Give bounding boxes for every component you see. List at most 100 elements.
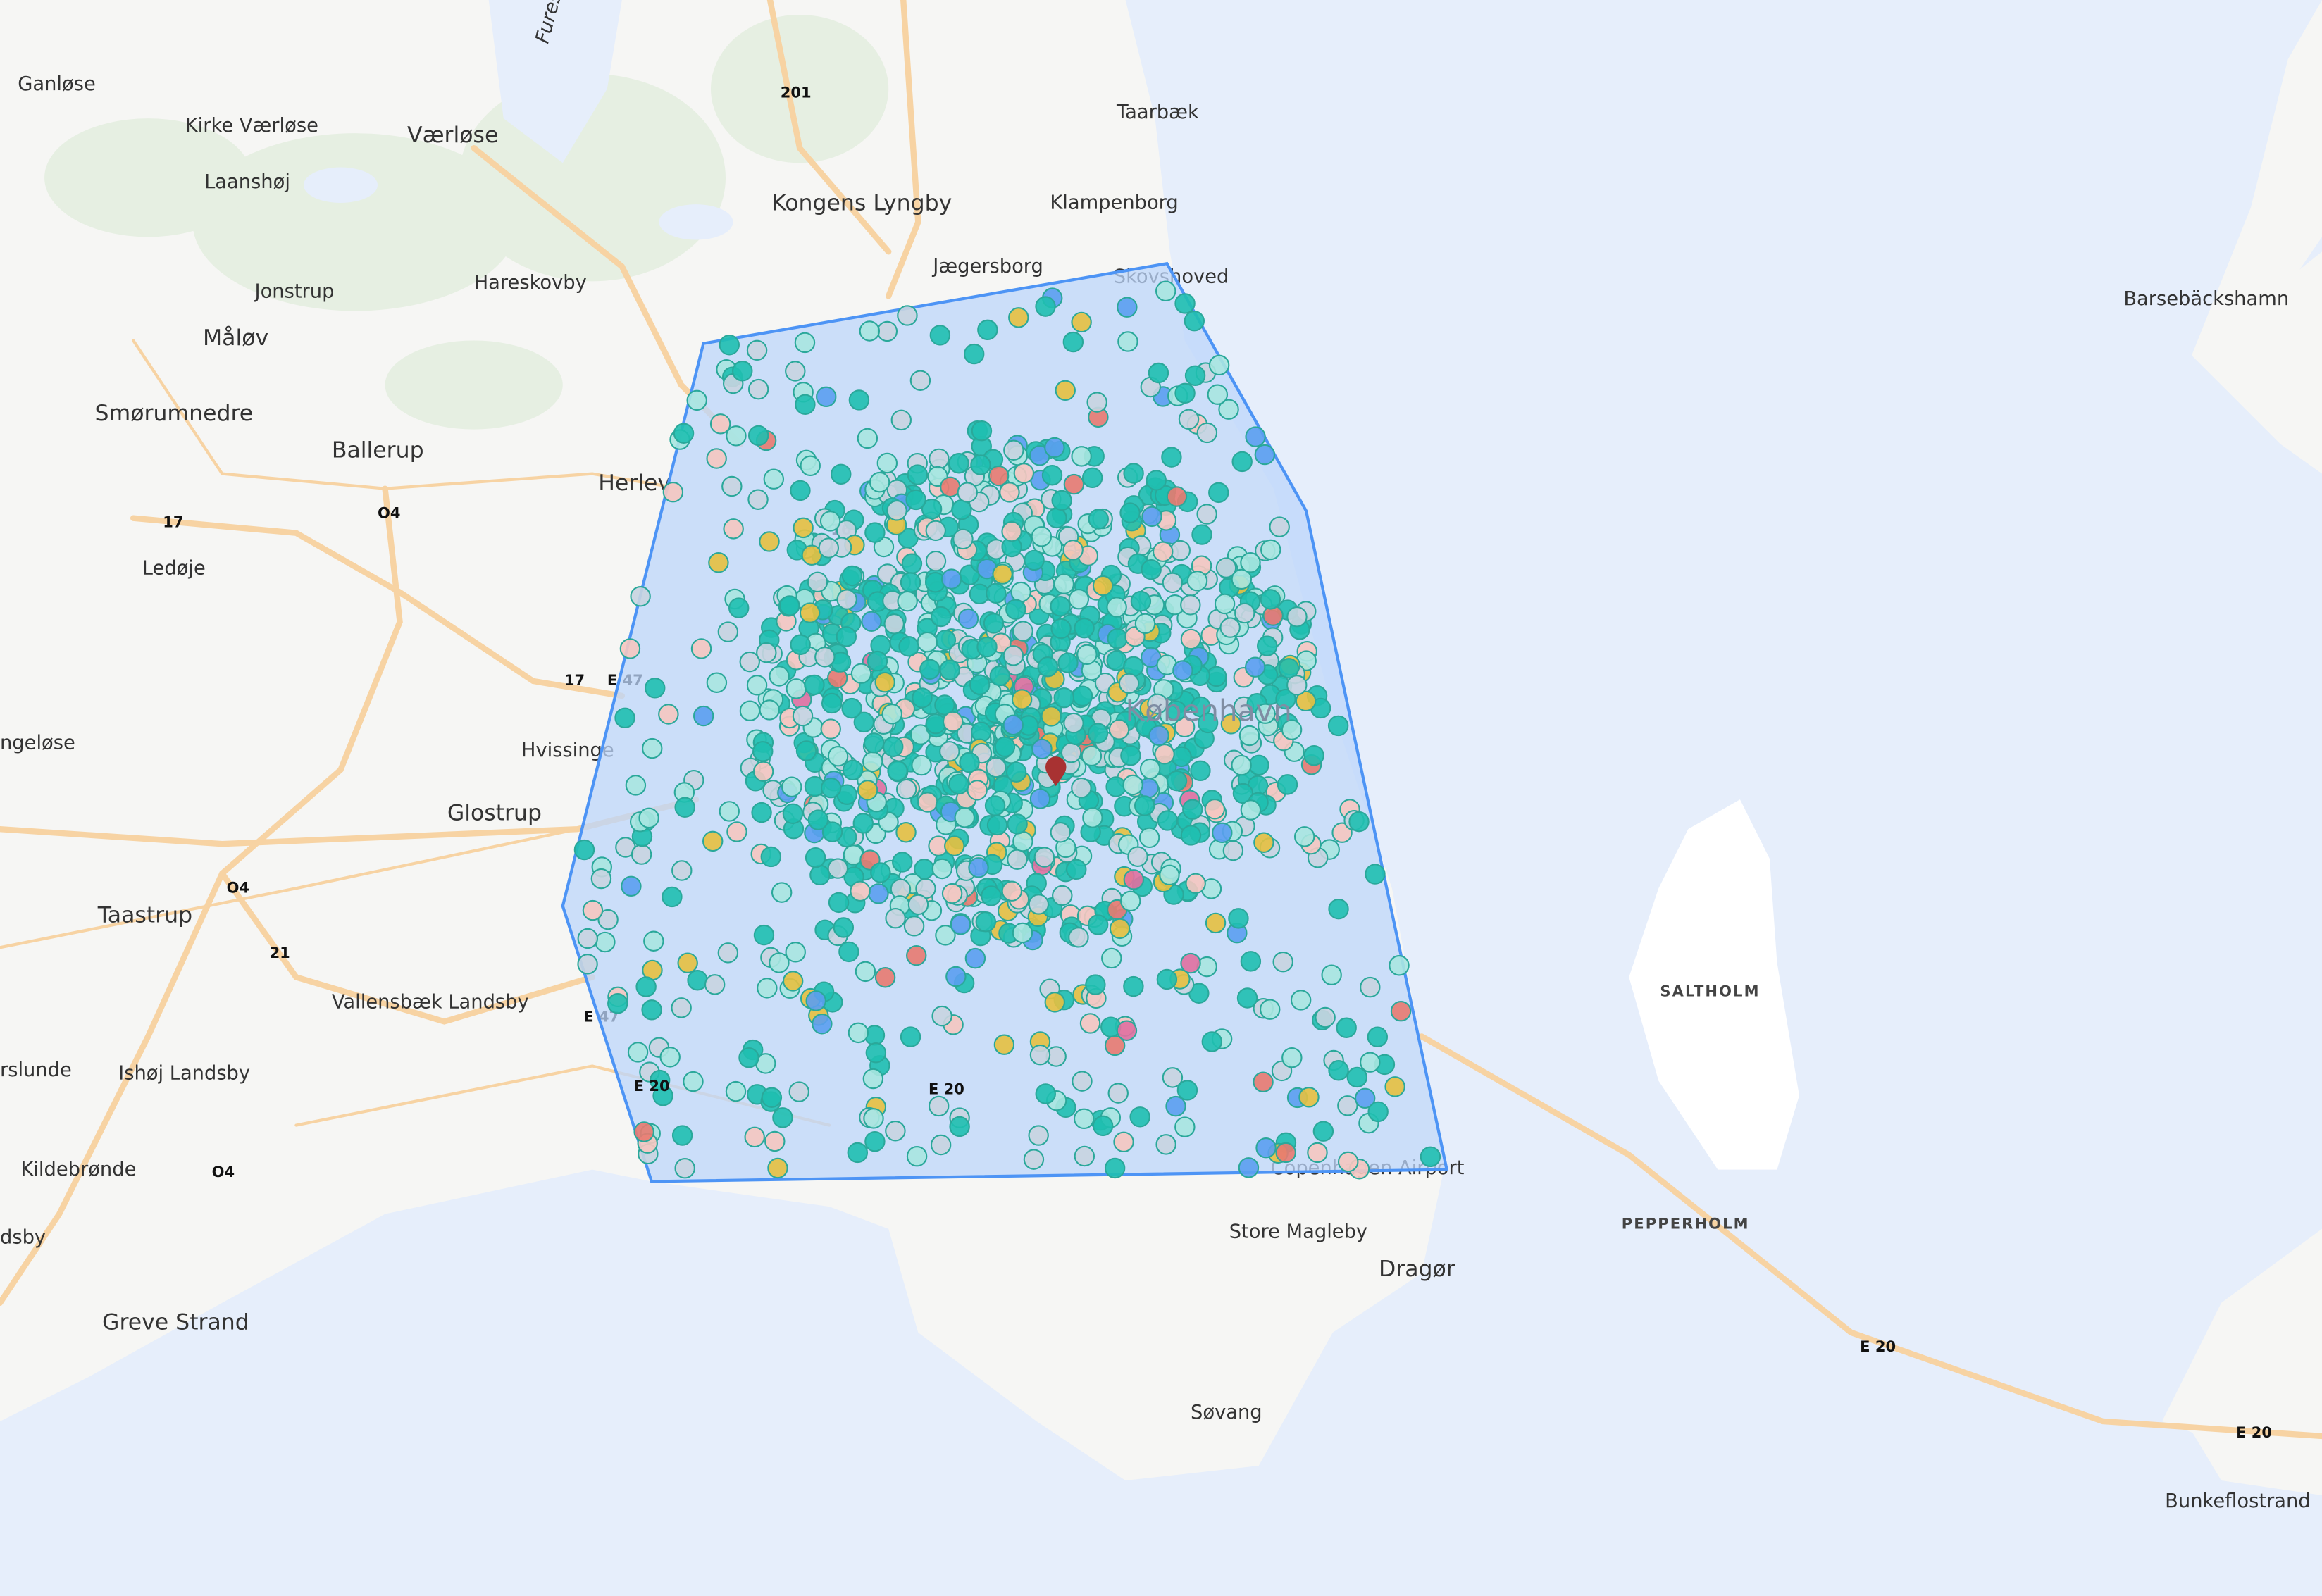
data-point[interactable]: [1253, 1071, 1274, 1092]
data-point[interactable]: [1248, 754, 1269, 776]
data-point[interactable]: [917, 792, 938, 813]
data-point[interactable]: [816, 386, 837, 408]
data-point[interactable]: [886, 500, 907, 521]
data-point[interactable]: [944, 835, 965, 856]
data-point[interactable]: [704, 974, 726, 995]
data-point[interactable]: [1174, 293, 1196, 314]
data-point[interactable]: [964, 343, 985, 365]
data-point[interactable]: [905, 489, 926, 511]
data-point[interactable]: [812, 1014, 833, 1035]
data-point[interactable]: [1174, 716, 1196, 738]
data-point[interactable]: [739, 700, 761, 721]
data-point[interactable]: [1074, 617, 1095, 639]
data-point[interactable]: [1119, 502, 1141, 523]
data-point[interactable]: [939, 659, 960, 680]
data-point[interactable]: [970, 454, 991, 475]
data-point[interactable]: [1157, 810, 1179, 831]
data-point[interactable]: [836, 626, 857, 647]
data-point[interactable]: [1390, 1000, 1412, 1022]
data-point[interactable]: [1079, 1013, 1101, 1034]
data-point[interactable]: [662, 482, 684, 503]
data-point[interactable]: [1228, 908, 1249, 929]
data-point[interactable]: [1169, 540, 1191, 561]
data-point[interactable]: [967, 780, 988, 801]
data-point[interactable]: [1389, 955, 1410, 976]
data-point[interactable]: [1254, 444, 1276, 466]
data-point[interactable]: [957, 482, 978, 503]
data-point[interactable]: [1023, 1149, 1045, 1170]
data-point[interactable]: [981, 885, 1002, 906]
data-point[interactable]: [795, 394, 816, 415]
data-point[interactable]: [756, 642, 777, 663]
data-point[interactable]: [726, 821, 747, 842]
data-point[interactable]: [1367, 1101, 1389, 1123]
data-point[interactable]: [1156, 968, 1178, 990]
data-point[interactable]: [1275, 1142, 1296, 1164]
data-point[interactable]: [1071, 311, 1092, 333]
data-point[interactable]: [1035, 296, 1056, 317]
data-point[interactable]: [1328, 1060, 1349, 1081]
data-point[interactable]: [939, 741, 960, 762]
data-point[interactable]: [1108, 719, 1130, 740]
data-point[interactable]: [1033, 847, 1055, 868]
data-point[interactable]: [1232, 783, 1254, 804]
data-point[interactable]: [977, 319, 998, 341]
data-point[interactable]: [641, 999, 662, 1021]
data-point[interactable]: [1180, 952, 1201, 974]
data-point[interactable]: [901, 553, 923, 574]
data-point[interactable]: [769, 666, 790, 687]
data-point[interactable]: [952, 528, 974, 550]
data-point[interactable]: [948, 773, 969, 795]
data-point[interactable]: [1315, 1006, 1336, 1028]
data-point[interactable]: [752, 761, 774, 783]
data-point[interactable]: [769, 952, 790, 973]
data-point[interactable]: [1012, 830, 1033, 852]
data-point[interactable]: [1196, 422, 1218, 444]
data-point[interactable]: [1001, 880, 1023, 902]
data-point[interactable]: [767, 1157, 788, 1179]
data-point[interactable]: [719, 801, 740, 822]
data-point[interactable]: [804, 674, 825, 696]
data-point[interactable]: [582, 899, 604, 921]
data-point[interactable]: [1050, 618, 1072, 640]
data-point[interactable]: [621, 875, 642, 897]
data-point[interactable]: [690, 638, 712, 659]
data-point[interactable]: [744, 1126, 765, 1148]
data-point[interactable]: [674, 797, 695, 818]
data-point[interactable]: [747, 378, 769, 400]
data-point[interactable]: [786, 678, 807, 699]
data-point[interactable]: [1072, 685, 1093, 706]
data-point[interactable]: [859, 320, 881, 342]
data-point[interactable]: [1031, 526, 1053, 547]
data-point[interactable]: [929, 448, 950, 470]
data-point[interactable]: [867, 650, 888, 672]
data-point[interactable]: [850, 880, 871, 902]
data-point[interactable]: [935, 925, 956, 946]
data-point[interactable]: [892, 852, 913, 873]
data-point[interactable]: [1057, 652, 1079, 673]
data-point[interactable]: [1104, 1157, 1126, 1179]
data-point[interactable]: [821, 692, 843, 714]
data-point[interactable]: [759, 531, 780, 552]
data-point[interactable]: [848, 1022, 869, 1044]
data-point[interactable]: [1002, 714, 1024, 736]
data-point[interactable]: [1031, 738, 1053, 760]
data-point[interactable]: [1092, 1115, 1114, 1137]
data-point[interactable]: [788, 1081, 809, 1102]
data-point[interactable]: [706, 448, 727, 469]
data-point[interactable]: [983, 613, 1005, 634]
data-point[interactable]: [903, 916, 925, 937]
data-point[interactable]: [807, 809, 829, 830]
data-point[interactable]: [993, 1034, 1015, 1055]
data-point[interactable]: [897, 590, 918, 612]
data-point[interactable]: [1012, 922, 1033, 944]
data-point[interactable]: [1348, 811, 1370, 833]
data-point[interactable]: [949, 1116, 970, 1137]
data-point[interactable]: [900, 572, 921, 593]
data-point[interactable]: [827, 858, 849, 879]
data-point[interactable]: [1134, 795, 1155, 816]
data-point[interactable]: [850, 663, 872, 684]
data-point[interactable]: [1234, 602, 1255, 624]
data-point[interactable]: [1092, 575, 1114, 597]
data-point[interactable]: [590, 868, 612, 890]
